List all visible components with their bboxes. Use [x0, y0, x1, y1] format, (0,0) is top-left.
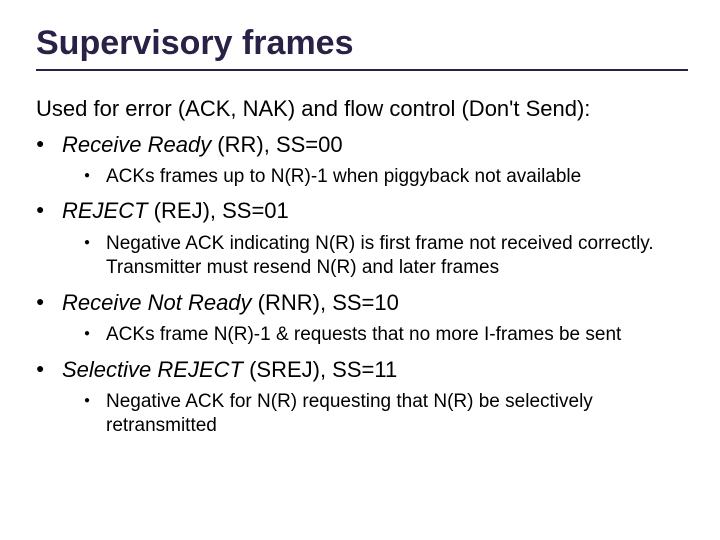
- item-label-rest: (REJ), SS=01: [148, 198, 289, 223]
- sub-item: Negative ACK for N(R) requesting that N(…: [84, 390, 688, 439]
- item-label-rest: (RNR), SS=10: [252, 290, 399, 315]
- item-label-italic: Receive Ready: [62, 132, 211, 157]
- intro-text: Used for error (ACK, NAK) and flow contr…: [36, 95, 688, 123]
- list-item: REJECT (REJ), SS=01 Negative ACK indicat…: [36, 197, 688, 280]
- item-label-italic: REJECT: [62, 198, 148, 223]
- list-item: Receive Not Ready (RNR), SS=10 ACKs fram…: [36, 289, 688, 348]
- item-label-italic: Selective REJECT: [62, 357, 243, 382]
- list-item: Receive Ready (RR), SS=00 ACKs frames up…: [36, 131, 688, 190]
- sub-list: ACKs frames up to N(R)-1 when piggyback …: [84, 165, 688, 189]
- sub-item: ACKs frame N(R)-1 & requests that no mor…: [84, 323, 688, 347]
- sub-list: ACKs frame N(R)-1 & requests that no mor…: [84, 323, 688, 347]
- item-label-rest: (SREJ), SS=11: [243, 357, 397, 382]
- sub-item: ACKs frames up to N(R)-1 when piggyback …: [84, 165, 688, 189]
- sub-item: Negative ACK indicating N(R) is first fr…: [84, 232, 688, 281]
- sub-list: Negative ACK for N(R) requesting that N(…: [84, 390, 688, 439]
- sub-list: Negative ACK indicating N(R) is first fr…: [84, 232, 688, 281]
- list-item: Selective REJECT (SREJ), SS=11 Negative …: [36, 356, 688, 439]
- bullet-list: Receive Ready (RR), SS=00 ACKs frames up…: [36, 131, 688, 439]
- title-rule: [36, 69, 688, 71]
- slide-title: Supervisory frames: [36, 24, 688, 63]
- item-label-rest: (RR), SS=00: [211, 132, 342, 157]
- item-label-italic: Receive Not Ready: [62, 290, 252, 315]
- slide: Supervisory frames Used for error (ACK, …: [0, 0, 720, 540]
